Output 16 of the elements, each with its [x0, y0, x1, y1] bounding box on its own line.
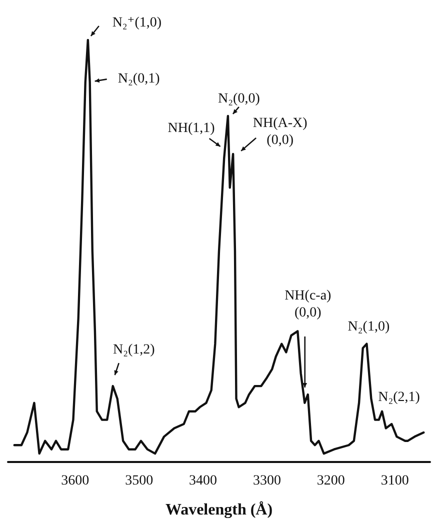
x-tick-label: 3200 [316, 474, 345, 488]
x-tick-label: 3400 [189, 474, 218, 488]
x-tick-label: 3600 [61, 474, 90, 488]
annotation: NH(c-a) (0,0) [284, 288, 332, 320]
x-axis-title: Wavelength (Å) [165, 500, 273, 518]
annotation: N₂(1,0) [348, 319, 390, 334]
annotation: N₂(0,0) [218, 91, 260, 106]
x-tick-label: 3500 [125, 474, 154, 488]
annotation: N₂⁺(1,0) [112, 16, 162, 30]
annotation: N₂(1,2) [112, 342, 156, 358]
annotation: N₂(0,1) [118, 72, 160, 87]
annotation: N₂(2,1) [378, 390, 420, 405]
x-tick-label: 3100 [380, 474, 409, 488]
x-tick-label: 3300 [252, 474, 281, 488]
annotation: NH(1,1) [168, 121, 216, 136]
annotation: NH(A-X) (0,0) [252, 116, 308, 148]
